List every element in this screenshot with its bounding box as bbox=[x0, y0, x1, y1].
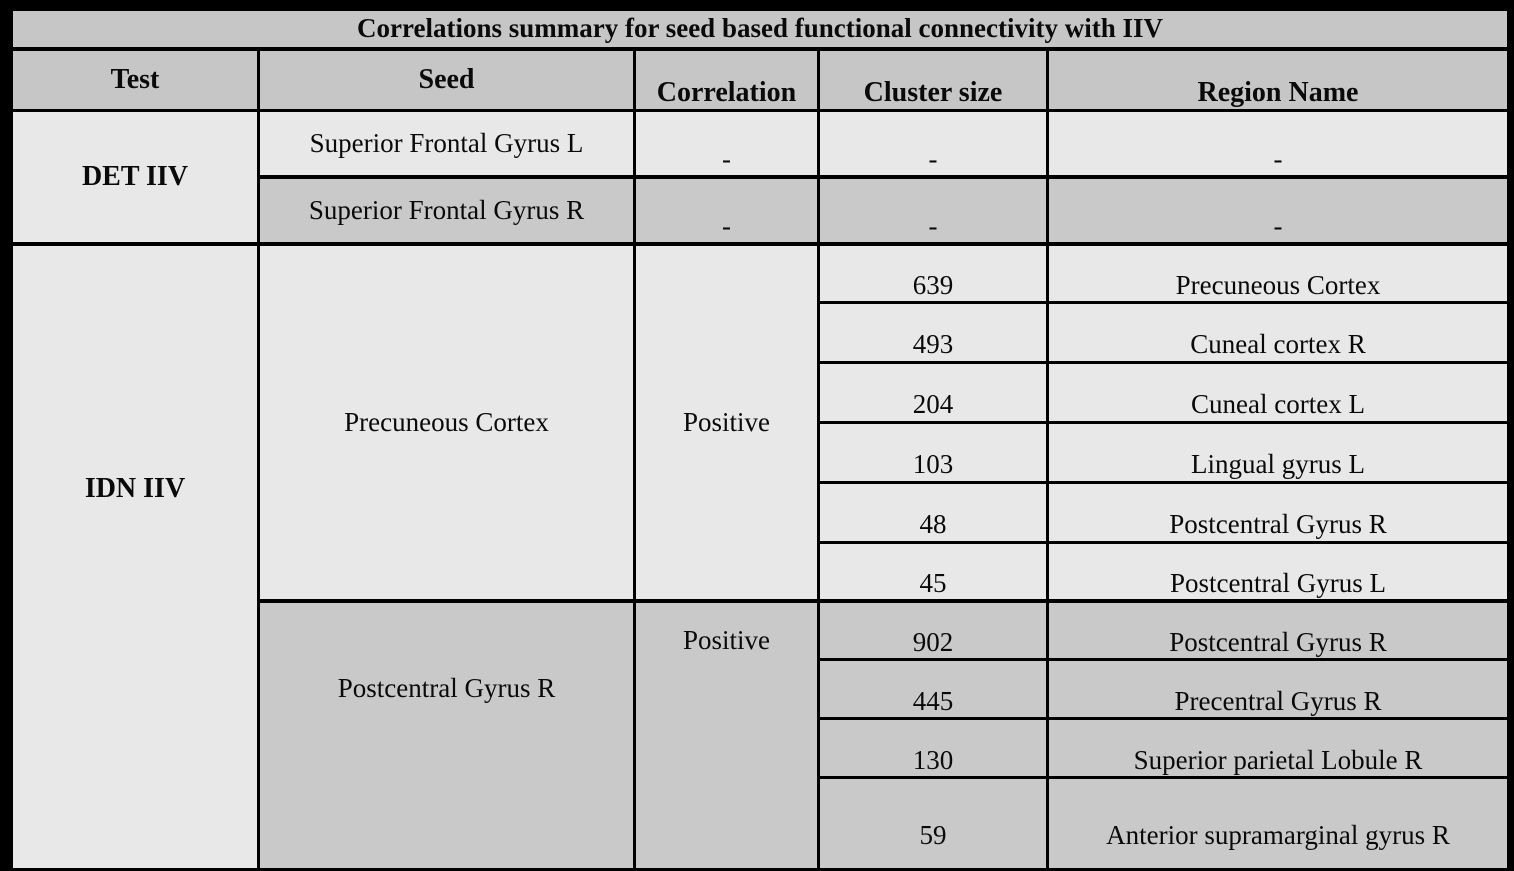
region-name-cell: Superior parietal Lobule R bbox=[1046, 717, 1510, 780]
region-name-cell: - bbox=[1046, 175, 1510, 246]
cluster-size-cell: - bbox=[817, 175, 1049, 246]
cluster-size-cell: 639 bbox=[817, 242, 1049, 305]
region-name-cell: Postcentral Gyrus L bbox=[1046, 541, 1510, 604]
cluster-size-cell: 48 bbox=[817, 481, 1049, 545]
column-header-correlation: Correlation bbox=[633, 47, 820, 112]
region-name-cell: Precentral Gyrus R bbox=[1046, 658, 1510, 721]
cluster-size-cell: 45 bbox=[817, 541, 1049, 604]
seed-cell: Superior Frontal Gyrus L bbox=[257, 108, 636, 179]
correlation-cell: Positive bbox=[633, 242, 820, 604]
column-header-seed: Seed bbox=[257, 47, 636, 112]
seed-cell: Postcentral Gyrus R bbox=[257, 599, 636, 871]
seed-cell: Precuneous Cortex bbox=[257, 242, 636, 604]
correlation-cell: Positive bbox=[633, 599, 820, 871]
region-name-cell: Cuneal cortex L bbox=[1046, 361, 1510, 425]
region-name-cell: Cuneal cortex R bbox=[1046, 301, 1510, 365]
region-name-cell: Postcentral Gyrus R bbox=[1046, 599, 1510, 662]
region-name-cell: Anterior supramarginal gyrus R bbox=[1046, 776, 1510, 871]
cluster-size-cell: 902 bbox=[817, 599, 1049, 662]
cluster-size-cell: 59 bbox=[817, 776, 1049, 871]
cluster-size-cell: - bbox=[817, 108, 1049, 179]
cluster-size-cell: 130 bbox=[817, 717, 1049, 780]
correlation-cell: - bbox=[633, 108, 820, 179]
seed-cell: Superior Frontal Gyrus R bbox=[257, 175, 636, 246]
column-header-region-name: Region Name bbox=[1046, 47, 1510, 112]
region-name-cell: Postcentral Gyrus R bbox=[1046, 481, 1510, 545]
correlations-summary-table: Correlations summary for seed based func… bbox=[10, 8, 1510, 871]
column-header-test: Test bbox=[10, 47, 260, 112]
cluster-size-cell: 445 bbox=[817, 658, 1049, 721]
region-name-cell: - bbox=[1046, 108, 1510, 179]
column-header-cluster-size: Cluster size bbox=[817, 47, 1049, 112]
correlation-cell: - bbox=[633, 175, 820, 246]
region-name-cell: Lingual gyrus L bbox=[1046, 421, 1510, 485]
cluster-size-cell: 103 bbox=[817, 421, 1049, 485]
test-cell-det-iiv: DET IIV bbox=[10, 108, 260, 246]
cluster-size-cell: 493 bbox=[817, 301, 1049, 365]
region-name-cell: Precuneous Cortex bbox=[1046, 242, 1510, 305]
cluster-size-cell: 204 bbox=[817, 361, 1049, 425]
table-title: Correlations summary for seed based func… bbox=[10, 8, 1510, 51]
test-cell-idn-iiv: IDN IIV bbox=[10, 242, 260, 871]
